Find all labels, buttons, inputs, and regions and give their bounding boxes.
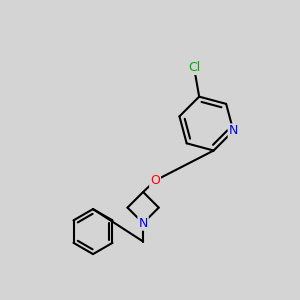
Text: O: O <box>150 174 160 187</box>
Text: N: N <box>229 124 238 137</box>
Text: Cl: Cl <box>189 61 201 74</box>
Text: N: N <box>138 217 148 230</box>
